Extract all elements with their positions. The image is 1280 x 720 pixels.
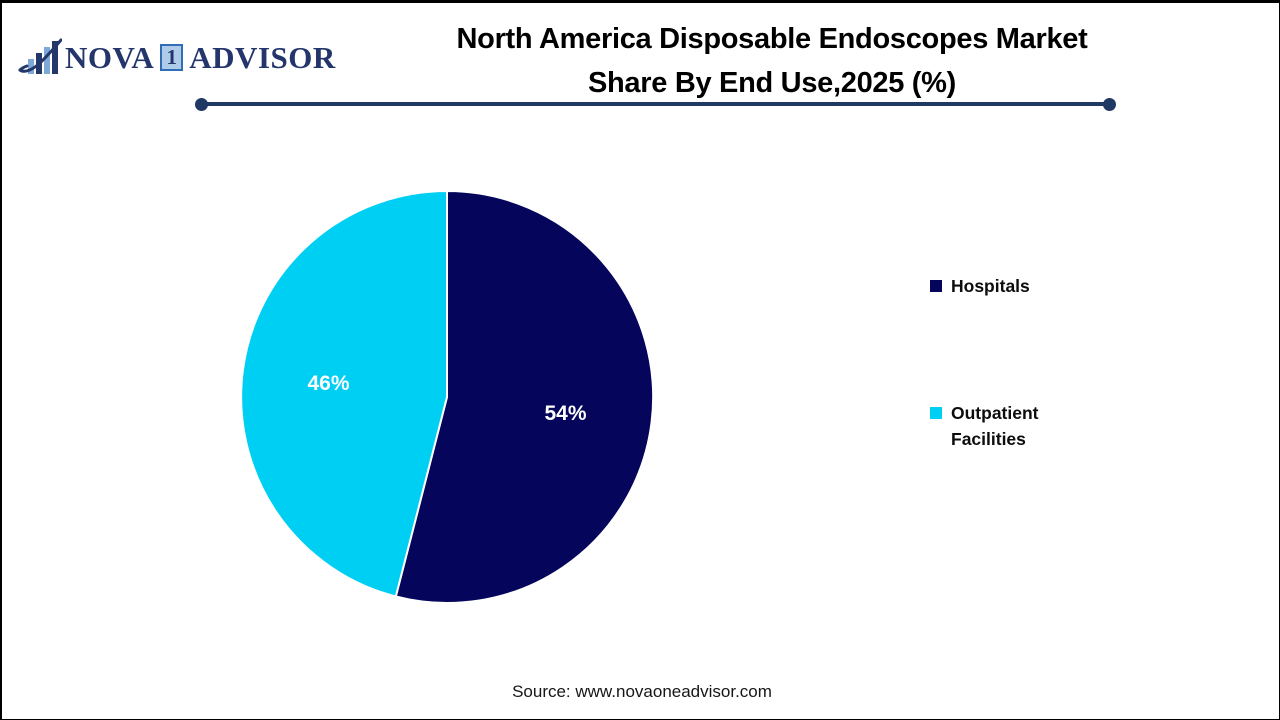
underline-right-dot: [1103, 97, 1116, 111]
logo-one-badge: 1: [160, 43, 184, 71]
bar-chart-growth-icon: [18, 38, 62, 74]
chart-title: North America Disposable Endoscopes Mark…: [352, 17, 1192, 105]
pie-slice-hospitals: [394, 190, 655, 604]
legend-swatch-outpatient-facilities: [930, 407, 942, 419]
pie-chart-svg: 54% 46%: [240, 190, 655, 604]
pie-data-label-hospitals: 54%: [544, 402, 586, 425]
underline-left-dot: [195, 97, 208, 111]
nova-one-advisor-logo: NOVA 1 ADVISOR: [18, 37, 336, 77]
chart-title-line1: North America Disposable Endoscopes Mark…: [456, 23, 1088, 55]
source-attribution: Source: www.novaoneadvisor.com: [512, 682, 772, 701]
chart-title-line2: Share By End Use,2025 (%): [587, 67, 957, 99]
legend-label-outpatient-facilities: Outpatient Facilities: [951, 403, 1039, 449]
logo-text-nova: NOVA: [65, 39, 155, 75]
logo-text-advisor: ADVISOR: [189, 39, 336, 75]
pie-data-label-outpatient-facilities: 46%: [307, 372, 349, 395]
legend-label-hospitals: Hospitals: [951, 276, 1030, 296]
legend-item-outpatient-facilities: Outpatient Facilities: [930, 400, 1069, 452]
pie-slice-outpatient-facilities: [240, 190, 448, 598]
logo-digit: 1: [166, 44, 178, 69]
legend-swatch-hospitals: [930, 280, 942, 292]
pie-chart: 54% 46%: [239, 189, 655, 605]
title-underline: [195, 97, 1116, 111]
legend-item-hospitals: Hospitals: [930, 273, 1030, 299]
